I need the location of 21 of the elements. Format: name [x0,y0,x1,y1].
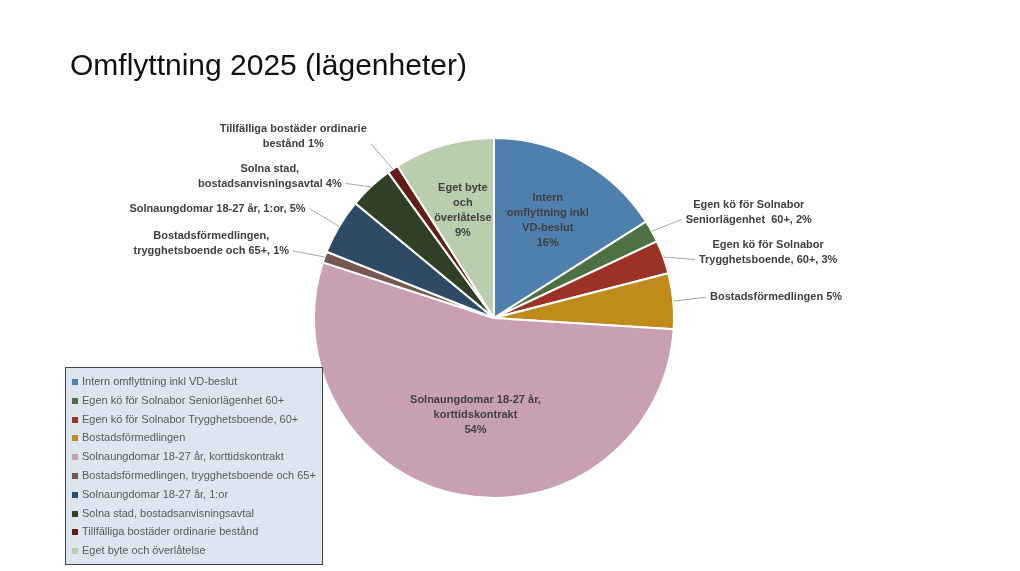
legend-label: Bostadsförmedlingen, trygghetsboende och 65+ [82,468,316,481]
legend-label: Bostadsförmedlingen [82,431,186,444]
data-label: Bostadsförmedlingen 5% [710,290,843,303]
chart-title: Omflyttning 2025 (lägenheter) [70,48,467,82]
legend-label: Egen kö för Solnabor Seniorlägenhet 60+ [82,393,285,406]
legend-label: Egen kö för Solnabor Trygghetsboende, 60+ [82,412,299,425]
data-label: Solnaungdomar 18-27 år, korttidskontrakt 54% [410,393,541,436]
legend-label: Eget byte och överlåtelse [82,544,206,557]
data-label: Egen kö för Solnabor Seniorlägenhet 60+, 2% [685,197,813,225]
legend-label: Solnaungdomar 18-27 år, 1:or [82,487,229,500]
data-label: Intern omflyttning inkl VD-beslut 16% [506,190,589,248]
legend-label: Solnaungdomar 18-27 år, korttidskontrakt [82,450,284,463]
data-label: Egen kö för Solnabor Trygghetsboende, 60+, 3% [698,237,838,265]
legend-label: Intern omflyttning inkl VD-beslut [82,375,238,387]
data-label: Eget byte och överlåtelse 9% [434,181,492,239]
data-label: Solnaungdomar 18-27 år, 1:or, 5% [129,201,306,214]
legend-label: Solna stad, bostadsanvisningsavtal [82,506,254,519]
data-label: Solna stad, bostadsanvisningsavtal 4% [198,161,342,189]
legend-label: Tillfälliga bostäder ordinarie bestånd [82,525,259,538]
data-label: Bostadsförmedlingen, trygghetsboende och 65+, 1% [133,229,290,257]
data-label: Tillfälliga bostäder ordinarie bestånd 1% [219,121,367,149]
